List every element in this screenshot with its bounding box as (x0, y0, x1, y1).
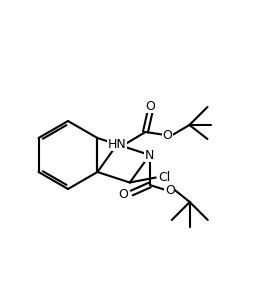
Text: O: O (118, 189, 128, 202)
Text: O: O (165, 183, 175, 197)
Text: N: N (145, 149, 154, 162)
Text: Cl: Cl (158, 171, 170, 184)
Text: HN: HN (108, 137, 127, 151)
Text: O: O (162, 128, 172, 141)
Text: O: O (146, 99, 155, 112)
